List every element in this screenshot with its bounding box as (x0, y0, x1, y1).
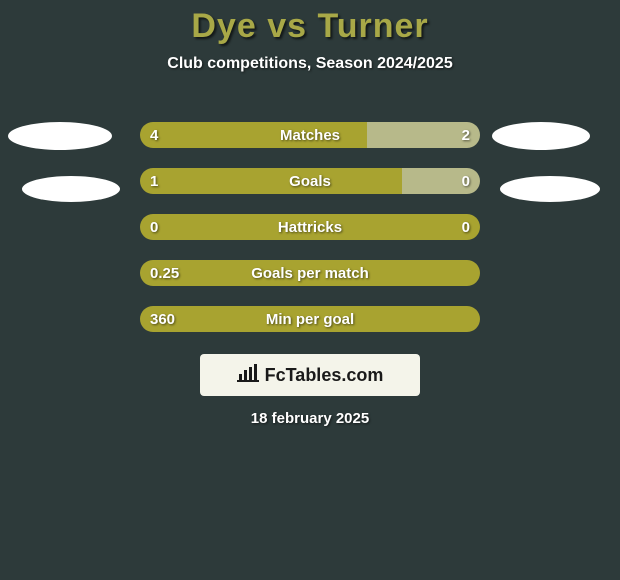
avatar-ellipse (492, 122, 590, 150)
avatar-ellipse (500, 176, 600, 202)
bar-left: 360 (140, 306, 480, 332)
page-title: Dye vs Turner (0, 0, 620, 45)
comparison-canvas: Dye vs Turner Club competitions, Season … (0, 0, 620, 580)
logo-text: FcTables.com (265, 365, 384, 386)
bar-left: 0.25 (140, 260, 480, 286)
barchart-icon (237, 364, 259, 387)
bar-track: 42 (140, 122, 480, 148)
bar-track: 10 (140, 168, 480, 194)
bar-left: 0 (140, 214, 480, 240)
value-right: 0 (452, 219, 480, 236)
bar-right: 0 (402, 168, 480, 194)
bar-left: 1 (140, 168, 402, 194)
subtitle: Club competitions, Season 2024/2025 (0, 55, 620, 73)
stats-container: 42Matches10Goals00Hattricks0.25Goals per… (0, 122, 620, 352)
bar-track: 360 (140, 306, 480, 332)
bar-track: 0.25 (140, 260, 480, 286)
stat-row: 00Hattricks (0, 214, 620, 240)
stat-row: 360Min per goal (0, 306, 620, 332)
bar-track: 00 (140, 214, 480, 240)
value-left: 0.25 (140, 265, 189, 282)
avatar-ellipse (8, 122, 112, 150)
footer-date: 18 february 2025 (0, 410, 620, 427)
avatar-ellipse (22, 176, 120, 202)
value-left: 4 (140, 127, 168, 144)
value-left: 0 (140, 219, 168, 236)
logo-box: FcTables.com (200, 354, 420, 396)
bar-right: 2 (367, 122, 480, 148)
value-left: 1 (140, 173, 168, 190)
value-right: 0 (452, 173, 480, 190)
stat-row: 0.25Goals per match (0, 260, 620, 286)
value-left: 360 (140, 311, 185, 328)
bar-left: 4 (140, 122, 367, 148)
value-right: 2 (452, 127, 480, 144)
